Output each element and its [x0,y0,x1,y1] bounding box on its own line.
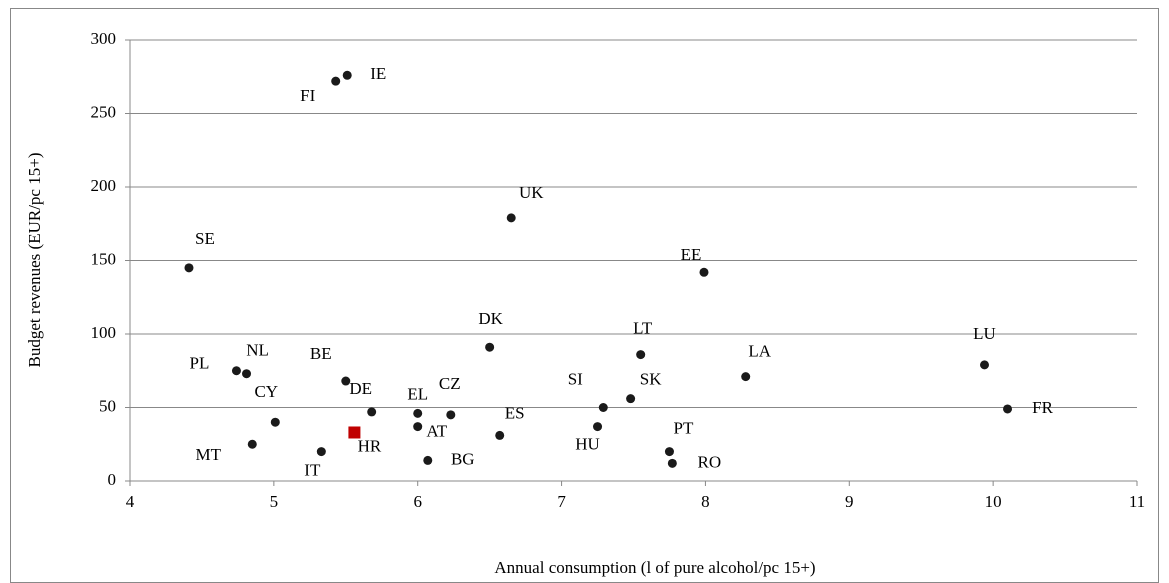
marker [423,455,433,465]
point-label: BE [310,344,332,363]
point-label: SK [640,370,662,389]
marker [593,422,603,432]
marker [316,447,326,457]
marker [247,439,257,449]
marker [980,360,990,370]
x-tick-label: 5 [270,492,279,511]
y-tick-label: 50 [99,396,116,415]
point-label: LT [633,318,653,337]
marker [367,407,377,417]
point-label: SI [568,369,583,388]
point-label: NL [246,341,269,360]
point-label: IE [370,64,386,83]
y-tick-label: 150 [91,249,117,268]
point-label: LU [973,324,996,343]
y-tick-label: 0 [108,470,117,489]
point-label: EE [681,245,702,264]
x-tick-label: 10 [985,492,1002,511]
point-label: AT [426,422,447,441]
marker [741,372,751,382]
point-label: LA [748,342,771,361]
marker [413,408,423,418]
y-axis-label: Budget revenues (EUR/pc 15+) [25,153,44,368]
marker [341,376,351,386]
marker [331,76,341,86]
point-label: CZ [439,374,461,393]
point-label: PT [674,419,694,438]
marker [231,366,241,376]
point-label: DE [349,379,372,398]
y-tick-label: 100 [91,323,117,342]
marker [413,422,423,432]
marker [485,342,495,352]
point-label: FI [300,86,315,105]
point-label: CY [254,382,278,401]
x-tick-label: 11 [1129,492,1145,511]
x-axis-label: Annual consumption (l of pure alcohol/pc… [494,558,815,577]
x-tick-label: 7 [557,492,566,511]
point-label: PL [190,354,210,373]
point-label: SE [195,229,215,248]
point-label: MT [196,445,222,464]
point-label: HU [575,435,600,454]
point-label: IT [304,461,321,480]
marker [636,350,646,360]
y-tick-label: 250 [91,102,117,121]
x-tick-label: 8 [701,492,710,511]
point-label: BG [451,449,475,468]
marker [598,403,608,412]
marker [506,213,516,223]
marker [446,410,456,420]
point-label: UK [519,183,544,202]
x-tick-label: 6 [413,492,422,511]
marker [626,394,636,404]
marker [242,369,252,379]
marker [699,267,709,277]
marker [348,426,361,439]
marker [270,417,280,427]
x-tick-label: 9 [845,492,854,511]
point-label: FR [1032,398,1053,417]
marker [667,458,677,468]
y-tick-label: 300 [91,29,117,48]
marker [342,70,352,80]
point-label: DK [478,309,503,328]
marker [1003,404,1013,414]
marker [184,263,194,273]
point-label: EL [407,384,428,403]
marker [495,430,505,440]
point-label: HR [358,436,382,455]
marker [664,447,674,457]
point-label: ES [505,403,525,422]
point-label: RO [698,452,722,471]
y-tick-label: 200 [91,176,117,195]
x-tick-label: 4 [126,492,135,511]
